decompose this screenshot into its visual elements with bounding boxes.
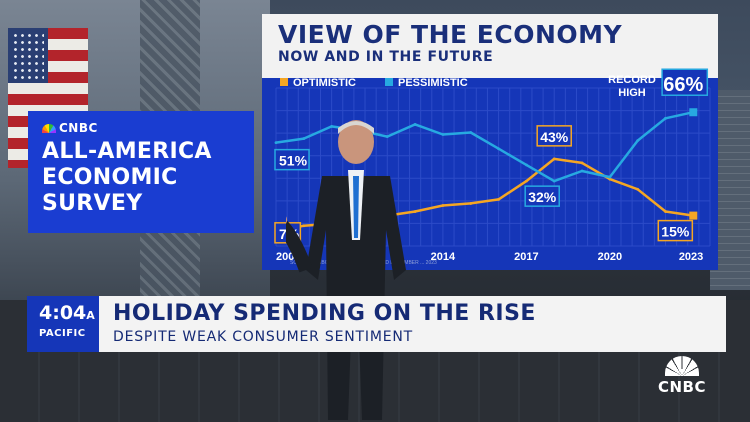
- network-logo: CNBC: [652, 356, 712, 396]
- peacock-icon: [42, 124, 56, 133]
- data-point: [552, 179, 556, 183]
- data-point: [469, 202, 473, 205]
- survey-title-line: SURVEY: [42, 191, 143, 216]
- headline-box: HOLIDAY SPENDING ON THE RISE DESPITE WEA…: [99, 296, 726, 352]
- data-point: [664, 116, 667, 120]
- clock: 4:04A: [39, 302, 95, 324]
- annotation-box: [524, 185, 560, 207]
- survey-brand-text: CNBC: [59, 121, 98, 135]
- data-point: [413, 123, 417, 126]
- legend-swatch: [280, 78, 288, 86]
- data-point: [664, 210, 667, 213]
- data-point: [608, 177, 612, 181]
- survey-panel: CNBC ALL-AMERICA ECONOMIC SURVEY: [28, 111, 254, 233]
- data-point: [413, 210, 417, 213]
- end-marker: [689, 108, 698, 117]
- presenter: [286, 120, 406, 420]
- lower-third: 4:04A PACIFIC HOLIDAY SPENDING ON THE RI…: [0, 296, 750, 354]
- chart-legend: OPTIMISTIC PESSIMISTIC: [280, 77, 468, 89]
- data-point: [497, 147, 500, 151]
- legend-label: OPTIMISTIC: [293, 77, 356, 89]
- data-point: [608, 175, 612, 179]
- survey-title-line: ECONOMIC: [42, 165, 178, 190]
- data-point: [302, 224, 306, 228]
- end-marker: [689, 211, 698, 220]
- subheadline: DESPITE WEAK CONSUMER SENTIMENT: [113, 329, 413, 345]
- data-point: [580, 161, 584, 165]
- annotation-label: 43%: [540, 129, 569, 145]
- data-point: [497, 197, 500, 201]
- survey-title: ALL-AMERICA ECONOMIC SURVEY: [42, 139, 212, 217]
- annotation-box: [657, 219, 694, 242]
- clock-time: 4:04: [39, 302, 87, 324]
- chart-header: VIEW OF THE ECONOMY NOW AND IN THE FUTUR…: [262, 14, 718, 78]
- survey-title-line: ALL-AMERICA: [42, 139, 212, 164]
- annotation-label: 51%: [279, 153, 308, 169]
- record-high-label: HIGH: [618, 87, 646, 99]
- data-point: [552, 157, 556, 161]
- record-high-label: RECORD: [608, 74, 656, 86]
- annotation-box: [274, 148, 310, 171]
- x-tick-label: 2023: [679, 251, 703, 263]
- data-point: [385, 135, 389, 138]
- data-point: [469, 131, 473, 134]
- data-point: [441, 133, 445, 136]
- annotation-box: [536, 125, 572, 147]
- data-point: [524, 163, 528, 167]
- survey-brand: CNBC: [42, 121, 98, 135]
- annotation-label: 15%: [661, 224, 690, 240]
- x-tick-label: 2017: [514, 251, 538, 263]
- headline: HOLIDAY SPENDING ON THE RISE: [113, 301, 536, 326]
- flag-canton: [8, 28, 48, 83]
- peacock-logo-icon: [665, 356, 699, 376]
- timezone-label: PACIFIC: [39, 328, 86, 339]
- data-point: [524, 179, 528, 183]
- data-point: [580, 169, 584, 173]
- annotation-box: [661, 68, 709, 96]
- x-tick-label: 2020: [598, 251, 622, 263]
- time-box: 4:04A PACIFIC: [27, 296, 99, 352]
- data-point: [636, 139, 640, 143]
- data-point: [636, 187, 640, 191]
- data-point: [274, 141, 278, 145]
- annotation-label: 32%: [528, 189, 557, 205]
- clock-ampm: A: [86, 309, 95, 322]
- annotation-label: 66%: [663, 74, 703, 96]
- network-logo-text: CNBC: [657, 378, 706, 396]
- data-point: [330, 125, 334, 128]
- legend-label: PESSIMISTIC: [398, 77, 468, 89]
- chart-subtitle: NOW AND IN THE FUTURE: [278, 49, 494, 65]
- data-point: [302, 137, 306, 140]
- data-point: [441, 204, 445, 207]
- legend-swatch: [385, 78, 393, 86]
- x-tick-label: 2014: [431, 251, 456, 263]
- chart-title: VIEW OF THE ECONOMY: [278, 20, 623, 49]
